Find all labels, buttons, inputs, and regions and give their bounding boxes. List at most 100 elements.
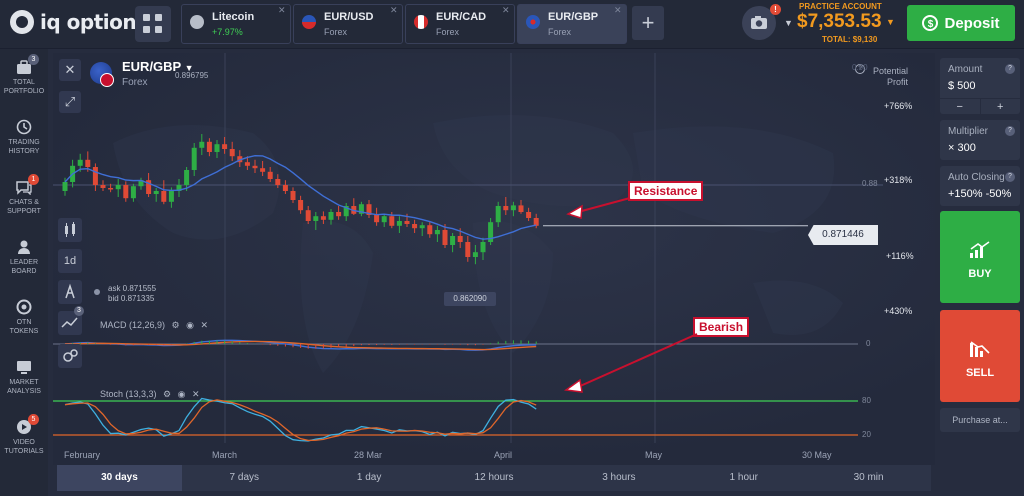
- gear-icon[interactable]: ⚙: [163, 389, 172, 399]
- expand-icon[interactable]: ⤢: [59, 91, 81, 113]
- asset-category: Forex: [122, 77, 148, 88]
- uk-flag-icon: [526, 15, 540, 29]
- sidebar-item-trading-history[interactable]: TRADING HISTORY: [0, 119, 48, 156]
- account-balance[interactable]: $7,353.53: [797, 11, 882, 32]
- account-type-label: PRACTICE ACCOUNT: [799, 2, 882, 11]
- grid-icon: [143, 14, 150, 21]
- candle: [533, 218, 539, 226]
- eye-icon[interactable]: ◉: [186, 320, 194, 330]
- help-icon[interactable]: ?: [1005, 172, 1015, 182]
- camera-icon: [751, 16, 767, 29]
- close-icon[interactable]: ✕: [200, 320, 209, 330]
- candle: [92, 167, 98, 185]
- chevron-down-icon[interactable]: ▼: [784, 18, 793, 28]
- close-icon[interactable]: ✕: [502, 5, 510, 15]
- multiplier-box[interactable]: Multiplier ? × 300: [940, 120, 1020, 160]
- stoch-indicator-label[interactable]: Stoch (13,3,3) ⚙ ◉ ✕: [100, 389, 200, 400]
- balance-dropdown-icon[interactable]: ▼: [886, 17, 895, 27]
- asset-tab-eurcad[interactable]: EUR/CAD Forex ✕: [405, 4, 515, 44]
- settings-button[interactable]: [58, 344, 82, 368]
- help-icon[interactable]: ?: [1005, 126, 1015, 136]
- drawing-tools-button[interactable]: [58, 280, 82, 304]
- candle: [305, 210, 311, 221]
- auto-closing-label: Auto Closing: [948, 172, 1005, 183]
- info-icon[interactable]: ?: [855, 64, 865, 74]
- decrease-amount-button[interactable]: −: [940, 99, 981, 115]
- litecoin-icon: [190, 15, 204, 29]
- candle: [366, 204, 372, 215]
- asset-tab-eurgbp[interactable]: EUR/GBP Forex ✕: [517, 4, 627, 44]
- purchase-at-button[interactable]: Purchase at...: [940, 408, 1020, 432]
- sidebar-item-leaderboard[interactable]: LEADER BOARD: [0, 239, 48, 276]
- timeframe-button[interactable]: 1d: [58, 249, 82, 273]
- add-asset-button[interactable]: +: [632, 6, 664, 40]
- timeframe-3-hours[interactable]: 3 hours: [602, 472, 636, 483]
- tab-title: EUR/USD: [324, 11, 374, 23]
- top-bar: iq option Litecoin +7.97% ✕ EUR/USD Fore…: [0, 0, 1024, 49]
- logo-icon: [10, 10, 34, 34]
- brand-name: iq option: [40, 10, 137, 34]
- sidebar-item-portfolio[interactable]: 3 TOTAL PORTFOLIO: [0, 54, 48, 96]
- candle: [77, 159, 83, 166]
- gear-icon[interactable]: ⚙: [171, 320, 180, 330]
- timeframe-7-days[interactable]: 7 days: [229, 472, 260, 483]
- candle: [480, 242, 486, 253]
- multiplier-label: Multiplier: [948, 126, 989, 137]
- timeframe-1-hour[interactable]: 1 hour: [729, 472, 758, 483]
- canada-flag-icon: [414, 15, 428, 29]
- deposit-button[interactable]: $ Deposit: [907, 5, 1015, 41]
- chart-canvas[interactable]: [53, 53, 935, 465]
- candle: [260, 168, 266, 172]
- timeframe-30-min[interactable]: 30 min: [853, 472, 884, 483]
- candle: [328, 212, 334, 220]
- amount-input[interactable]: $ 500: [948, 80, 976, 92]
- candle: [168, 191, 174, 202]
- auto-closing-value[interactable]: +150% -50%: [948, 188, 1012, 200]
- sidebar-item-chats-support[interactable]: 1 CHATS & SUPPORT: [0, 174, 48, 216]
- multiplier-value[interactable]: × 300: [948, 142, 976, 154]
- play-icon: [17, 420, 31, 434]
- price-chart[interactable]: ✕ ⤢ 1d 3: [53, 53, 935, 465]
- brand-logo[interactable]: iq option: [10, 10, 137, 34]
- sidebar-label: OTN TOKENS: [9, 319, 39, 335]
- close-icon[interactable]: ✕: [614, 5, 622, 15]
- all-assets-button[interactable]: [135, 6, 171, 42]
- x-axis-label: 30 May: [802, 450, 832, 460]
- asset-name: EUR/GBP: [122, 59, 181, 74]
- close-icon[interactable]: ✕: [278, 5, 286, 15]
- asset-tab-eurusd[interactable]: EUR/USD Forex ✕: [293, 4, 403, 44]
- sell-button[interactable]: SELL: [940, 310, 1020, 402]
- chart-type-button[interactable]: [58, 218, 82, 242]
- bid-price: bid 0.871335: [108, 294, 155, 303]
- increase-amount-button[interactable]: +: [997, 101, 1004, 113]
- candle: [123, 185, 129, 199]
- close-icon[interactable]: ✕: [192, 389, 200, 399]
- sidebar-item-video-tutorials[interactable]: 5 VIDEO TUTORIALS: [0, 414, 48, 456]
- candle: [472, 252, 478, 257]
- payout-level: +318%: [884, 175, 913, 185]
- buy-button[interactable]: BUY: [940, 211, 1020, 303]
- amount-box[interactable]: Amount ? $ 500 − +: [940, 58, 1020, 115]
- token-icon: [16, 299, 32, 315]
- candle: [298, 200, 304, 211]
- auto-closing-box[interactable]: Auto Closing ? +150% -50%: [940, 166, 1020, 206]
- chevron-down-icon[interactable]: ▼: [184, 63, 194, 73]
- asset-tab-litecoin[interactable]: Litecoin +7.97% ✕: [181, 4, 291, 44]
- close-icon[interactable]: ✕: [390, 5, 398, 15]
- eye-icon[interactable]: ◉: [177, 389, 186, 399]
- close-chart-button[interactable]: ✕: [59, 59, 81, 81]
- timeframe-30-days[interactable]: 30 days: [57, 465, 182, 491]
- indicators-button[interactable]: 3: [58, 306, 84, 335]
- gear-icon: [63, 349, 78, 362]
- sidebar-item-otn-tokens[interactable]: OTN TOKENS: [0, 299, 48, 336]
- briefcase-icon: [17, 60, 31, 74]
- payout-level: +766%: [884, 101, 913, 111]
- timeframe-1-day[interactable]: 1 day: [356, 472, 382, 483]
- candle: [252, 165, 258, 169]
- macd-indicator-label[interactable]: MACD (12,26,9) ⚙ ◉ ✕: [100, 320, 208, 331]
- timeframe-12-hours[interactable]: 12 hours: [474, 472, 514, 483]
- help-icon[interactable]: ?: [1005, 64, 1015, 74]
- sidebar-item-market-analysis[interactable]: MARKET ANALYSIS: [0, 359, 48, 396]
- candle: [336, 212, 342, 217]
- period-low-label: 0.862090: [444, 292, 496, 306]
